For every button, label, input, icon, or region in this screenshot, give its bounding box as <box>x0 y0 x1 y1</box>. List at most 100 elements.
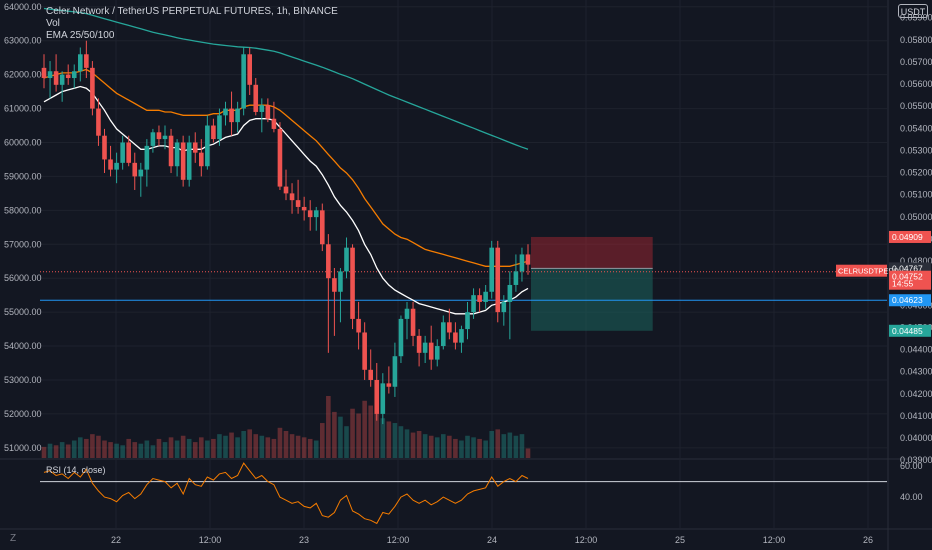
right-axis-tick: 0.04800 <box>900 256 932 266</box>
rsi-indicator-label[interactable]: RSI (14, close) <box>46 465 106 475</box>
chart-legend: Celer Network / TetherUS PERPETUAL FUTUR… <box>46 6 338 42</box>
candle-body <box>47 71 53 79</box>
ema-lines <box>43 7 529 315</box>
candle <box>65 64 71 85</box>
volume-bar <box>186 438 192 458</box>
candle-body <box>102 135 107 160</box>
target-zone <box>531 268 653 331</box>
long-short-position-tool[interactable] <box>531 236 653 331</box>
volume-bar <box>404 429 410 458</box>
time-axis[interactable]: 22 12:00 23 12:00 24 12:00 25 12:00 26 <box>111 535 873 545</box>
right-axis-tick: 0.04100 <box>900 411 932 421</box>
candle <box>495 240 501 323</box>
candle <box>428 325 434 370</box>
volume-bar <box>428 435 434 458</box>
candle <box>150 128 156 153</box>
candle <box>416 329 422 367</box>
volume-bar <box>332 411 337 458</box>
price-tag-text: 0.04909 <box>892 232 923 242</box>
candle-body <box>386 383 392 387</box>
candle-body <box>434 346 440 360</box>
volume-bar <box>138 443 144 458</box>
volume-bar <box>223 435 228 458</box>
volume-bar <box>78 437 83 458</box>
price-tag-bg <box>889 324 931 337</box>
candle <box>471 288 476 319</box>
volume-bar <box>441 434 446 458</box>
left-axis-tick: 64000.00 <box>4 2 42 12</box>
volume-bar <box>277 427 283 458</box>
candle-body <box>525 254 531 265</box>
volume-bar <box>126 438 131 458</box>
candle <box>205 115 210 170</box>
symbol-title[interactable]: Celer Network / TetherUS PERPETUAL FUTUR… <box>46 6 338 17</box>
volume-bar <box>211 438 216 458</box>
volume-bar <box>120 445 125 458</box>
currency-selector[interactable]: USDT <box>898 4 928 18</box>
candle <box>199 139 204 177</box>
candle-body <box>53 71 59 85</box>
right-axis-tick: 0.03900 <box>900 455 932 465</box>
candle <box>96 98 101 146</box>
candle-body <box>180 142 186 180</box>
volume-bar <box>241 430 246 458</box>
volume-bar <box>386 421 392 458</box>
volume-bar <box>59 442 65 458</box>
price-tag-bg <box>836 264 887 277</box>
candle-body <box>253 84 259 112</box>
left-axis-tick: 59000.00 <box>4 171 42 181</box>
candle-body <box>217 115 222 140</box>
volume-bar <box>114 443 119 458</box>
candle-body <box>350 247 355 319</box>
candle <box>483 284 488 309</box>
candle-body <box>459 329 464 343</box>
right-axis-tick: 0.05300 <box>900 145 932 155</box>
volume-bar <box>259 435 265 458</box>
ema-indicator-label[interactable]: EMA 25/50/100 <box>46 30 115 41</box>
price-tag-bg <box>889 230 931 243</box>
candlesticks[interactable] <box>41 40 531 425</box>
candle-body <box>453 332 458 343</box>
volume-indicator-label[interactable]: Vol <box>46 18 60 29</box>
candle-body <box>483 291 488 302</box>
candle <box>241 47 246 116</box>
rsi-axis-tick: 60.00 <box>900 461 923 471</box>
candle <box>441 315 446 350</box>
volume-bar <box>47 443 53 458</box>
volume-bar <box>235 437 240 458</box>
candle-body <box>90 67 95 109</box>
candle-body <box>416 335 422 353</box>
right-axis-tick: 0.05600 <box>900 79 932 89</box>
volume-bar <box>447 435 452 458</box>
volume-bars <box>41 396 531 458</box>
candle-body <box>114 162 119 170</box>
volume-bar <box>338 416 343 458</box>
candle-body <box>356 318 361 333</box>
candle-body <box>168 135 174 167</box>
candle <box>295 179 301 214</box>
left-axis-tick: 56000.00 <box>4 273 42 283</box>
volume-bar <box>313 440 319 458</box>
volume-bar <box>344 426 349 458</box>
candle-body <box>307 210 313 218</box>
time-axis-label: 26 <box>863 535 873 545</box>
candle <box>126 135 131 167</box>
candle-body <box>422 342 428 353</box>
volume-bar <box>398 426 404 458</box>
volume-bar <box>150 445 156 458</box>
price-tag-text: 14:55 <box>892 279 914 289</box>
volume-bar <box>362 400 367 458</box>
candle <box>320 203 325 252</box>
candle-body <box>41 67 47 79</box>
tradingview-logo-icon[interactable]: Z <box>9 533 17 544</box>
candle <box>71 64 77 89</box>
candle-body <box>404 308 410 319</box>
candle-body <box>410 308 416 336</box>
candle-body <box>338 271 343 292</box>
candle-body <box>144 145 150 170</box>
candle <box>174 139 180 177</box>
candle-body <box>320 210 325 245</box>
horizontal-lines[interactable] <box>40 271 887 301</box>
